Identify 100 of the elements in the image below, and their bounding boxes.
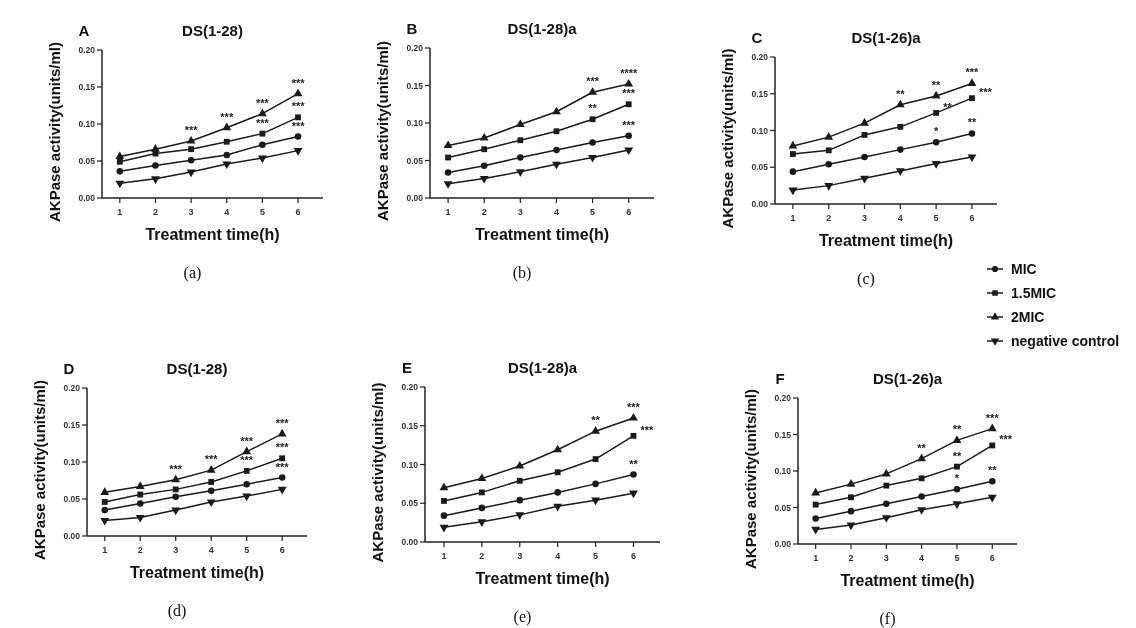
y-axis-title: AKPase activity(units/ml) bbox=[742, 388, 759, 570]
x-tick-label: 4 bbox=[208, 545, 214, 555]
chart-title: DS(1-28) bbox=[166, 360, 228, 377]
x-tick-label: 1 bbox=[790, 213, 796, 223]
point bbox=[847, 507, 855, 515]
point bbox=[811, 487, 821, 496]
x-tick-label: 5 bbox=[259, 207, 265, 217]
x-tick-label: 2 bbox=[826, 213, 832, 223]
point bbox=[860, 118, 869, 126]
point bbox=[588, 87, 598, 95]
y-tick-label: 0.10 bbox=[78, 119, 96, 129]
point bbox=[825, 161, 832, 168]
y-tick-label: 0.00 bbox=[406, 193, 424, 203]
x-tick-label: 4 bbox=[553, 207, 559, 217]
x-axis-title: Treatment time(h) bbox=[840, 572, 975, 589]
annotation: *** bbox=[169, 462, 183, 475]
chart-title: DS(1-28)a bbox=[507, 20, 578, 37]
point bbox=[931, 90, 941, 99]
chart-title: DS(1-26)a bbox=[872, 370, 943, 387]
point bbox=[883, 482, 890, 489]
y-tick-label: 0.20 bbox=[63, 383, 81, 393]
text: (b) bbox=[512, 264, 532, 282]
annotation: *** bbox=[184, 124, 199, 137]
annotation: *** bbox=[586, 75, 600, 88]
point bbox=[257, 155, 267, 164]
chart-title: DS(1-28)a bbox=[507, 359, 578, 376]
point bbox=[171, 474, 181, 483]
y-axis-title: AKPase activity(units/ml) bbox=[46, 41, 63, 223]
text: E bbox=[401, 359, 413, 376]
point bbox=[223, 151, 231, 159]
y-tick-label: 0.20 bbox=[751, 52, 769, 62]
point bbox=[515, 119, 525, 128]
point bbox=[277, 486, 287, 495]
point bbox=[439, 524, 449, 533]
x-axis-title: Treatment time(h) bbox=[129, 564, 265, 581]
point bbox=[206, 499, 216, 508]
chart-title: DS(1-26)a bbox=[851, 29, 922, 46]
text: D bbox=[63, 360, 75, 377]
annotation: ** bbox=[896, 87, 906, 100]
y-tick-label: 0.05 bbox=[406, 155, 424, 166]
point bbox=[933, 109, 940, 116]
y-tick-label: 0.05 bbox=[78, 156, 96, 166]
point bbox=[279, 455, 286, 462]
point bbox=[825, 147, 832, 154]
x-axis-title: Treatment time(h) bbox=[474, 226, 610, 243]
annotation: *** bbox=[291, 119, 306, 132]
x-tick-label: 6 bbox=[279, 545, 285, 555]
text: (d) bbox=[167, 602, 187, 620]
annotation: ** bbox=[931, 78, 942, 91]
point bbox=[477, 519, 487, 527]
x-tick-label: 1 bbox=[117, 207, 123, 217]
x-axis-title: Treatment time(h) bbox=[475, 570, 610, 587]
annotation: *** bbox=[240, 434, 254, 447]
y-tick-label: 0.00 bbox=[774, 539, 792, 549]
point bbox=[293, 148, 303, 156]
point bbox=[259, 130, 266, 137]
point bbox=[630, 471, 637, 478]
x-tick-label: 2 bbox=[137, 545, 143, 555]
x-tick-label: 4 bbox=[919, 553, 925, 563]
annotation: *** bbox=[622, 118, 636, 131]
point bbox=[223, 138, 230, 145]
point bbox=[861, 153, 868, 161]
point bbox=[895, 99, 905, 108]
x-tick-label: 3 bbox=[173, 545, 179, 555]
annotation: *** bbox=[255, 116, 270, 129]
point bbox=[931, 161, 941, 169]
annotation: *** bbox=[255, 96, 270, 109]
annotation: *** bbox=[622, 87, 636, 100]
point bbox=[952, 501, 962, 509]
y-tick-label: 0.20 bbox=[78, 45, 96, 55]
legend-label: 1.5MIC bbox=[1011, 285, 1057, 301]
point bbox=[135, 514, 145, 523]
point bbox=[860, 175, 869, 184]
annotation: ** bbox=[943, 100, 953, 113]
point bbox=[812, 515, 819, 522]
point bbox=[294, 133, 302, 140]
point bbox=[115, 180, 125, 189]
annotation: *** bbox=[275, 441, 290, 454]
point bbox=[479, 175, 489, 184]
point bbox=[917, 507, 927, 515]
annotation: *** bbox=[275, 460, 290, 473]
y-axis-title: AKPase activity(units/ml) bbox=[719, 48, 736, 229]
y-tick-label: 0.10 bbox=[774, 466, 792, 476]
point bbox=[987, 423, 997, 432]
y-tick-label: 0.20 bbox=[774, 393, 792, 403]
point bbox=[918, 493, 925, 500]
point bbox=[625, 101, 632, 108]
point bbox=[439, 482, 449, 491]
point bbox=[242, 446, 252, 455]
point bbox=[954, 463, 960, 470]
annotation: ** bbox=[987, 464, 998, 477]
point bbox=[917, 453, 927, 462]
x-tick-label: 6 bbox=[969, 213, 975, 223]
x-tick-label: 4 bbox=[555, 551, 561, 561]
x-tick-label: 3 bbox=[517, 207, 523, 217]
point bbox=[624, 78, 634, 87]
x-tick-label: 3 bbox=[188, 207, 194, 217]
annotation: ** bbox=[952, 423, 962, 436]
point bbox=[441, 498, 447, 504]
point bbox=[824, 183, 834, 191]
